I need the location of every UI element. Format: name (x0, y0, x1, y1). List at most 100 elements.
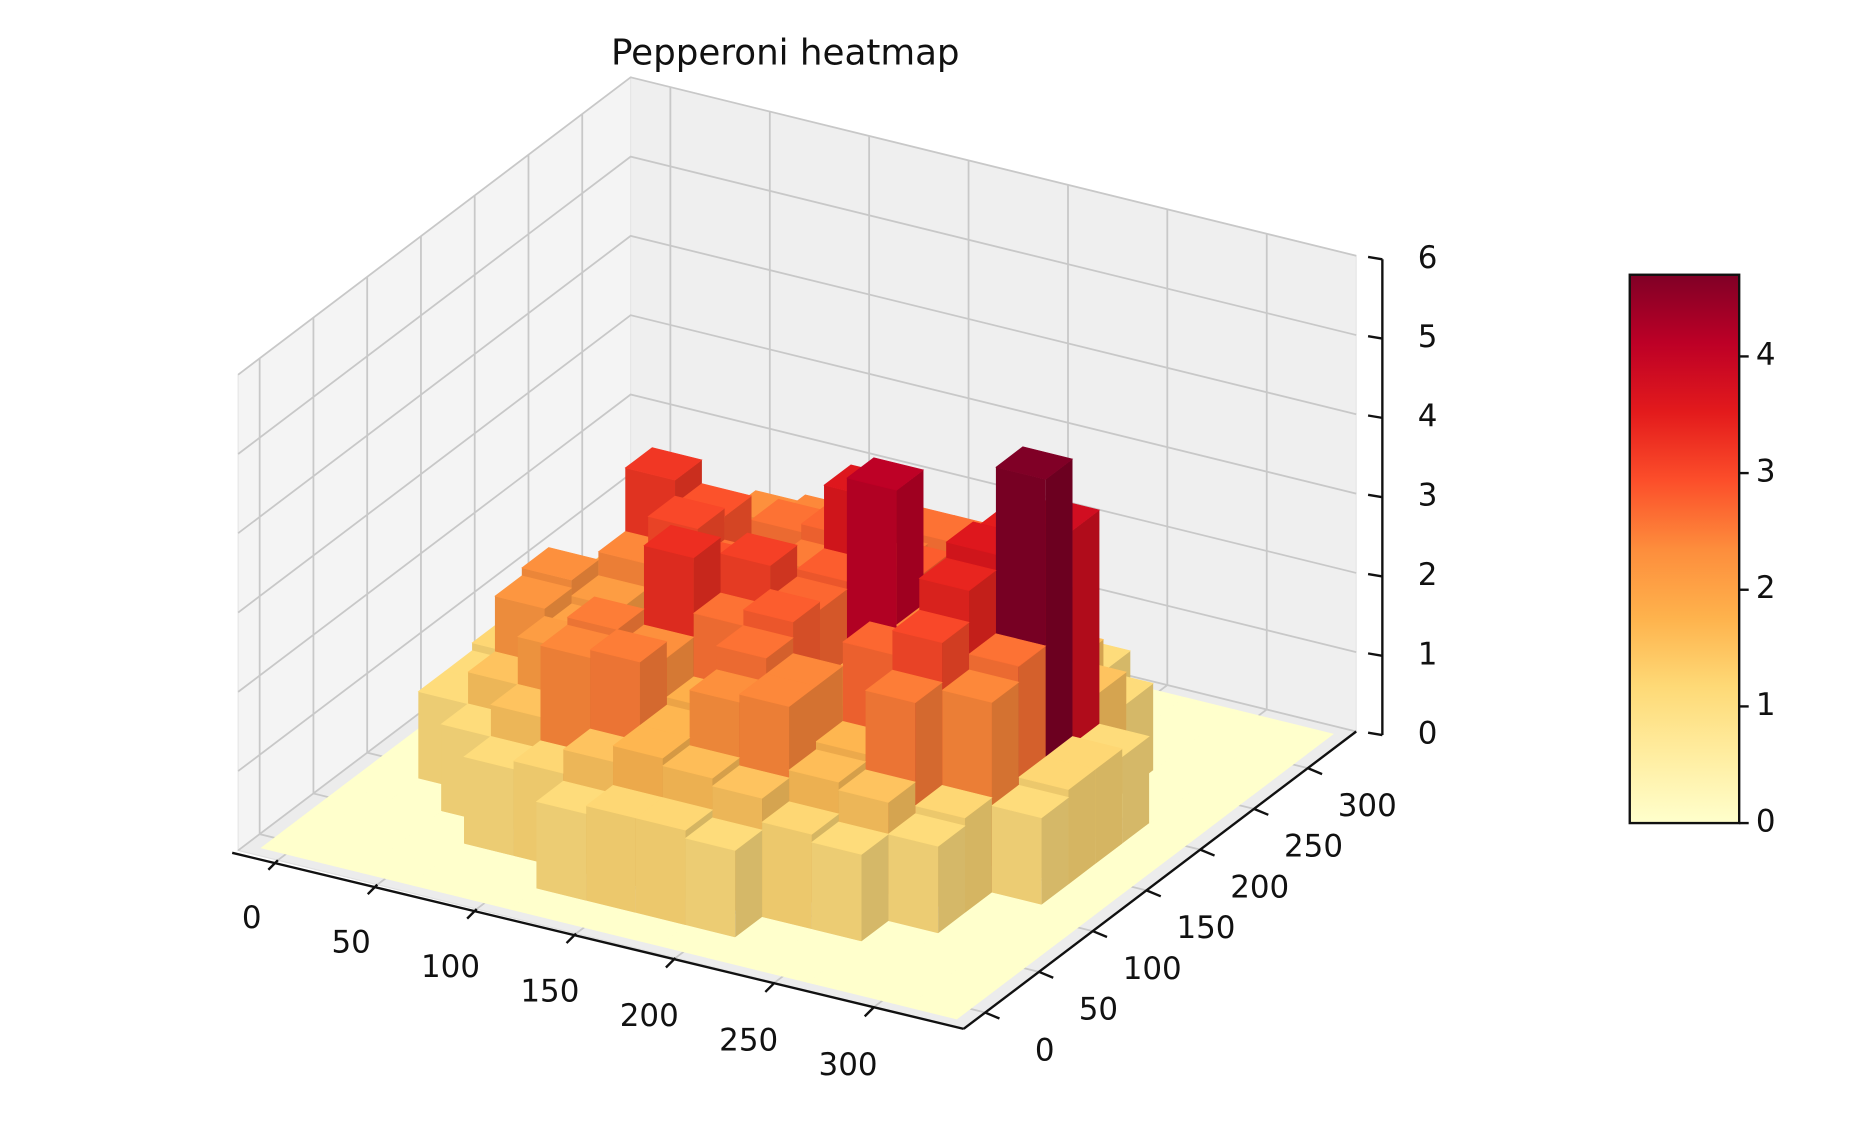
z-tick-label: 6 (1418, 240, 1438, 276)
bar-top (811, 821, 890, 855)
chart-title: Pepperoni heatmap (611, 33, 960, 74)
bar-top (788, 749, 867, 783)
bar-top (711, 765, 790, 799)
bar-top (887, 813, 966, 847)
grid-line (237, 155, 1357, 455)
y-tick (1038, 970, 1054, 979)
bar-top (918, 557, 997, 591)
bar-top (968, 633, 1047, 667)
bar-top (761, 801, 840, 835)
bar-top (837, 769, 916, 803)
x-tick-label: 300 (819, 1047, 878, 1083)
bar-front (464, 756, 514, 857)
z-tick (1367, 731, 1383, 737)
bar-side (861, 834, 889, 942)
y-tick-label: 250 (1284, 829, 1343, 865)
bar-top (589, 629, 668, 663)
bar-top (742, 589, 821, 623)
bar-top (738, 673, 817, 707)
bar-front (888, 834, 939, 934)
x-tick (466, 908, 478, 920)
bar-top (494, 575, 573, 609)
grid-line (237, 393, 1357, 693)
bar-side (938, 825, 965, 934)
x-tick-label: 50 (331, 925, 370, 961)
bar-top (891, 609, 970, 643)
y-tick-label: 300 (1338, 788, 1397, 824)
x-tick-label: 150 (520, 974, 579, 1010)
bar-front (811, 842, 862, 942)
colorbar-tick-label: 1 (1756, 687, 1776, 723)
z-tick-label: 0 (1418, 716, 1438, 752)
bar-top (647, 495, 726, 530)
y-axis (962, 730, 1357, 1030)
x-tick (267, 859, 279, 871)
y-tick-label: 0 (1035, 1032, 1055, 1068)
bar-front (991, 805, 1042, 906)
bar-top (864, 669, 943, 704)
bar-side (1068, 769, 1096, 885)
colorbar (1628, 273, 1741, 825)
colorbar-tick-label: 4 (1756, 337, 1776, 373)
x-tick (366, 883, 379, 896)
bar-top (906, 986, 985, 1020)
y-tick-label: 150 (1176, 910, 1235, 946)
grid-line (237, 234, 1357, 534)
z-tick (1367, 414, 1383, 420)
bar-top (635, 797, 714, 831)
bar-side (1095, 748, 1123, 865)
x-tick (665, 957, 677, 969)
y-tick-label: 200 (1230, 869, 1289, 905)
z-tick-label: 3 (1418, 478, 1438, 514)
bar-top (719, 532, 798, 566)
y-tick (1307, 767, 1323, 776)
bar-front (635, 817, 686, 926)
x-tick-label: 0 (242, 900, 262, 936)
bar-side (735, 829, 763, 938)
bar-side (964, 797, 992, 914)
colorbar-tick-label: 2 (1756, 570, 1776, 606)
bar-top (846, 457, 925, 491)
x-tick-label: 100 (421, 949, 480, 985)
x-tick (764, 981, 776, 993)
z-tick (1367, 572, 1383, 578)
bar-top (991, 784, 1070, 819)
bar-front (536, 801, 587, 901)
x-tick-label: 200 (620, 998, 679, 1034)
bar-side (1041, 797, 1069, 906)
bar-front (685, 838, 736, 938)
colorbar-tick-label: 0 (1756, 804, 1776, 840)
y-tick (1253, 807, 1269, 816)
bar-top (612, 725, 691, 759)
y-tick (1199, 848, 1215, 857)
y-tick (1092, 929, 1108, 939)
y-tick-label: 100 (1123, 951, 1182, 987)
bar-top (684, 817, 763, 851)
bar-front (586, 805, 636, 914)
x-tick (863, 1006, 876, 1018)
bar-top (995, 446, 1074, 480)
bar-top (1018, 756, 1097, 790)
bar-top (914, 785, 993, 819)
z-tick-label: 5 (1418, 319, 1438, 355)
bar-top (566, 596, 645, 630)
bar-top (643, 524, 722, 559)
bar-side (1122, 736, 1150, 844)
bar-top (521, 547, 600, 581)
z-tick-label: 1 (1418, 636, 1438, 672)
z-tick-label: 2 (1418, 557, 1438, 593)
y-tick-label: 50 (1079, 992, 1118, 1028)
x-axis (231, 851, 964, 1031)
z-tick (1367, 493, 1383, 499)
bar-top (715, 625, 794, 659)
bar-front (762, 822, 812, 930)
colorbar-tick-label: 3 (1756, 454, 1776, 490)
y-tick (984, 1011, 1000, 1020)
bar-top (941, 669, 1020, 703)
bar-top (624, 447, 703, 481)
z-tick (1367, 255, 1383, 261)
x-tick (565, 932, 577, 944)
z-tick (1367, 652, 1383, 657)
z-tick (1367, 335, 1383, 340)
